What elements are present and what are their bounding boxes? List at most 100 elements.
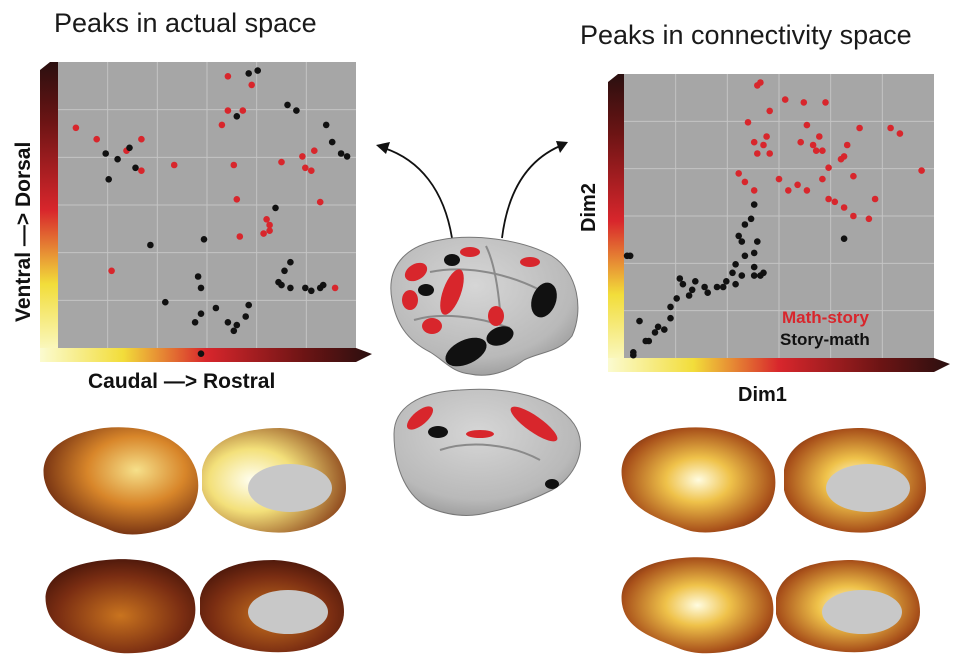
right-point-red	[750, 187, 758, 194]
right-point-black	[741, 252, 749, 260]
right-point-black	[654, 323, 662, 331]
left-point-black	[200, 236, 208, 243]
left-point-black	[281, 267, 288, 275]
right-point-red	[744, 119, 752, 126]
left-point-black	[293, 107, 300, 114]
right-point-black	[704, 289, 711, 297]
right-point-black	[661, 326, 668, 333]
left-point-red	[266, 221, 273, 229]
right-point-black	[738, 238, 746, 245]
left-point-red	[263, 216, 270, 223]
right-point-red	[887, 124, 894, 132]
left-point-black	[322, 121, 330, 129]
right-point-red	[856, 124, 863, 132]
right-point-red	[918, 167, 925, 174]
legend-math-story: Math-story	[782, 308, 869, 327]
left-point-black	[245, 70, 252, 77]
left-point-red	[138, 167, 145, 174]
right-point-black	[840, 235, 848, 242]
left-point-black	[254, 67, 261, 74]
right-point-red	[785, 187, 792, 194]
left-point-black	[308, 287, 315, 295]
right-point-red	[750, 138, 758, 146]
left-point-red	[233, 196, 241, 203]
left-point-black	[343, 153, 351, 160]
left-point-black	[224, 319, 232, 326]
left-point-black	[287, 284, 294, 292]
left-brain-lateral-bottom	[45, 559, 196, 654]
left-xlabel: Caudal —> Rostral	[88, 370, 276, 393]
right-point-black	[685, 292, 693, 299]
left-point-black	[302, 284, 309, 292]
right-point-black	[636, 317, 643, 325]
right-point-red	[896, 130, 904, 137]
right-point-red	[794, 181, 801, 189]
right-point-red	[850, 212, 857, 220]
left-point-red	[138, 135, 145, 143]
right-point-black	[750, 201, 758, 208]
right-point-black	[732, 261, 739, 268]
left-point-black	[162, 298, 169, 306]
left-point-red	[299, 153, 306, 160]
arrow-to-right-plot	[501, 141, 568, 239]
right-point-black	[642, 337, 649, 345]
right-brain-medial-top	[784, 428, 926, 533]
right-point-red	[850, 172, 857, 180]
left-point-black	[105, 176, 112, 183]
left-plot-grid	[58, 62, 356, 348]
left-point-black	[102, 150, 109, 157]
right-point-black	[719, 283, 727, 291]
left-point-black	[287, 258, 294, 266]
left-point-black	[191, 319, 199, 326]
left-title: Peaks in actual space	[54, 8, 317, 38]
left-point-red	[170, 161, 178, 169]
center-medial-brain	[393, 388, 581, 516]
right-point-black	[673, 295, 680, 302]
right-brain-lateral-bottom	[621, 557, 774, 654]
right-point-red	[766, 150, 773, 157]
right-title: Peaks in connectivity space	[580, 20, 912, 50]
right-point-black	[750, 249, 758, 257]
left-point-red	[230, 161, 238, 169]
left-point-red	[236, 233, 244, 240]
right-point-red	[843, 141, 851, 149]
right-point-red	[819, 147, 826, 154]
left-point-red	[224, 107, 232, 114]
right-point-red	[871, 195, 879, 203]
right-point-black	[760, 269, 767, 277]
left-point-black	[114, 155, 121, 163]
left-point-black	[147, 241, 154, 249]
right-point-black	[738, 272, 746, 279]
left-point-black	[278, 281, 285, 289]
left-point-red	[72, 124, 80, 132]
right-point-red	[816, 133, 823, 140]
right-point-red	[757, 79, 764, 86]
right-point-red	[781, 96, 789, 103]
left-point-red	[108, 267, 115, 275]
right-point-black	[667, 314, 674, 322]
left-point-red	[218, 121, 226, 129]
right-point-black	[750, 272, 758, 279]
right-point-red	[837, 155, 845, 163]
right-point-red	[754, 150, 761, 157]
right-plot-points	[623, 79, 925, 359]
left-point-black	[242, 313, 249, 320]
right-point-red	[800, 99, 808, 106]
right-point-red	[797, 138, 804, 146]
right-point-black	[741, 221, 749, 228]
left-point-red	[266, 227, 273, 234]
left-point-black	[197, 350, 205, 358]
left-point-black	[328, 138, 336, 146]
right-point-red	[803, 187, 811, 194]
right-point-red	[735, 170, 742, 177]
right-point-red	[763, 133, 770, 140]
left-brain-medial-bottom	[200, 560, 344, 653]
left-brain-medial-top	[202, 428, 346, 533]
left-point-black	[132, 164, 139, 172]
right-point-black	[713, 283, 721, 291]
right-point-red	[840, 204, 848, 211]
right-point-black	[679, 280, 687, 288]
left-ylabel: Ventral —> Dorsal	[12, 141, 35, 322]
right-point-black	[747, 215, 755, 223]
left-point-black	[337, 150, 345, 157]
